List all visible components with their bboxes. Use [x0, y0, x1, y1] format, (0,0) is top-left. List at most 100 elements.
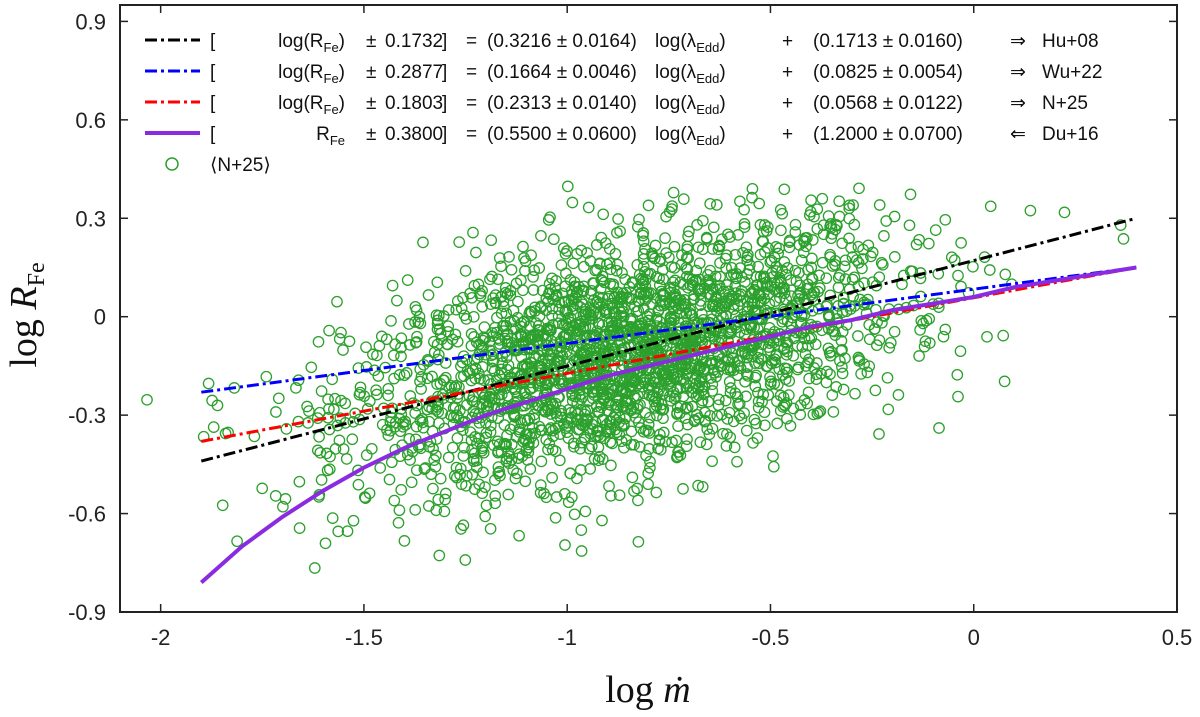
scatter-point [732, 359, 745, 372]
scatter-point [771, 417, 784, 430]
legend-bracket-open: [ [210, 93, 216, 114]
scatter-point [584, 463, 597, 475]
scatter-point [671, 383, 684, 396]
scatter-point [914, 267, 927, 279]
scatter-point [446, 441, 459, 454]
scatter-point [706, 378, 719, 391]
scatter-point [852, 351, 865, 364]
scatter-point [638, 341, 651, 354]
y-tick-label: 0 [94, 305, 106, 330]
scatter-point [476, 487, 489, 500]
scatter-point [774, 389, 787, 402]
scatter-point [477, 341, 489, 353]
scatter-point [642, 199, 655, 212]
scatter-point [1058, 206, 1071, 219]
scatter-point [665, 313, 677, 326]
scatter-point [465, 327, 478, 340]
scatter-point [457, 450, 470, 462]
scatter-point [713, 240, 726, 253]
scatter-point [660, 247, 672, 259]
scatter-point [332, 525, 345, 538]
x-tick-label: 0.5 [1162, 625, 1193, 650]
scatter-point [458, 309, 471, 322]
scatter-point [514, 328, 527, 341]
scatter-point [806, 273, 819, 286]
scatter-point [395, 332, 408, 345]
scatter-point [568, 508, 581, 521]
legend-lhs: log(RFe) [278, 62, 345, 86]
scatter-point [479, 510, 492, 523]
scatter-point [724, 431, 737, 444]
scatter-point [334, 412, 347, 425]
scatter-point [459, 265, 472, 277]
scatter-point [836, 361, 848, 373]
scatter-point [837, 291, 850, 304]
scatter-point [554, 428, 566, 440]
scatter-point [843, 199, 856, 212]
scatter-point [858, 358, 870, 370]
scatter-point [595, 398, 608, 411]
scatter-point [489, 490, 502, 502]
scatter-point [375, 330, 388, 343]
scatter-point [547, 430, 559, 443]
scatter-point [550, 491, 563, 503]
scatter-point [814, 405, 827, 417]
scatter-point [486, 270, 498, 283]
scatter-point [324, 450, 336, 463]
scatter-point [862, 239, 875, 252]
scatter-point [650, 292, 663, 305]
scatter-point [651, 409, 663, 422]
scatter-point [365, 442, 378, 455]
scatter-point [780, 337, 792, 349]
scatter-point [575, 436, 588, 449]
scatter-point [615, 292, 628, 304]
scatter-point [883, 341, 896, 354]
scatter-point [790, 275, 803, 287]
scatter-point [592, 425, 605, 438]
scatter-point [730, 267, 743, 280]
scatter-point [792, 361, 805, 374]
scatter-point [452, 412, 465, 425]
scatter-point [337, 344, 349, 356]
scatter-point [854, 293, 866, 306]
scatter-point [738, 221, 751, 233]
scatter-point [700, 438, 713, 451]
scatter-point [478, 321, 491, 333]
scatter-point [772, 247, 784, 260]
scatter-point [422, 289, 435, 301]
scatter-point [522, 446, 535, 459]
scatter-point [780, 397, 793, 409]
scatter-point [382, 382, 395, 395]
scatter-point [582, 201, 595, 214]
scatter-point [753, 357, 765, 370]
scatter-point [457, 519, 470, 532]
scatter-point [501, 389, 514, 402]
y-tick-label: 0.9 [75, 9, 106, 34]
legend-bracket-close: ] [442, 31, 447, 52]
scatter-point [483, 344, 496, 357]
scatter-point [897, 269, 910, 282]
scatter-point [503, 450, 516, 463]
scatter-point [580, 332, 593, 345]
scatter-point [657, 426, 670, 439]
scatter-point [853, 182, 865, 195]
scatter-point [615, 310, 628, 322]
legend-intercept: (0.0825 ± 0.0054) [813, 62, 963, 83]
scatter-point [575, 524, 588, 536]
scatter-point [555, 340, 568, 353]
scatter-point [780, 293, 793, 306]
scatter-point [429, 460, 442, 473]
scatter-point [352, 478, 365, 491]
scatter-point [574, 442, 587, 455]
legend-bracket-open: [ [210, 124, 216, 145]
scatter-point [710, 283, 723, 296]
scatter-point [559, 539, 571, 551]
scatter-point [807, 408, 820, 421]
scatter-point [796, 341, 809, 353]
scatter-point [395, 341, 407, 354]
scatter-point [939, 213, 952, 226]
scatter-point [635, 317, 648, 330]
x-tick-label: 0 [968, 625, 980, 650]
scatter-point [603, 480, 615, 492]
scatter-point [453, 236, 466, 248]
